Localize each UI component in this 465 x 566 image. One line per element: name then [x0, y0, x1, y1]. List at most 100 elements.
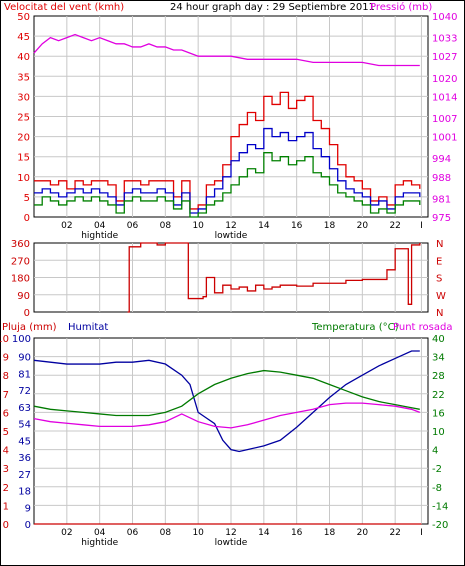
rain-y-tick-label: 5 [3, 427, 9, 438]
rain-y-tick-label: 10 [0, 334, 9, 345]
x-tick-label: I [420, 528, 423, 538]
pressure-series [33, 33, 420, 67]
rain-label: Pluja (mm) [2, 322, 57, 333]
humidity-y-tick-label: 100 [12, 334, 31, 345]
x-tick-label: 02 [61, 221, 72, 231]
wind-direction-panel: 0 N 90 W 180 S 270 E 360 N [11, 239, 446, 319]
x-tick-label: 14 [258, 528, 270, 538]
humidity-y-tick-label: 63 [18, 403, 31, 414]
direction-y-tick-label: 0 [24, 308, 30, 319]
rain-y-tick-label: 2 [3, 483, 9, 494]
x-tick-label: 02 [61, 528, 72, 538]
x-tick-label: 10 [192, 221, 204, 231]
wind-y-tick-label: 45 [17, 32, 30, 43]
wind-avg-series [34, 127, 421, 214]
compass-label: N [436, 308, 443, 319]
temp-y-tick-label: 4 [432, 446, 438, 457]
dewpoint-series [33, 402, 421, 429]
humidity-y-tick-label: 9 [25, 503, 31, 514]
pressure-y-tick-label: 1014 [432, 92, 457, 103]
x-tick-label: 22 [389, 221, 400, 231]
compass-label: S [436, 274, 442, 285]
x-tick-label: 08 [160, 528, 172, 538]
humidity-y-tick-label: 27 [18, 470, 31, 481]
wind-y-tick-label: 15 [17, 153, 30, 164]
humidity-y-tick-label: 81 [18, 369, 31, 380]
pressure-y-tick-label: 994 [432, 154, 451, 165]
x-tick-label: 12 [225, 528, 236, 538]
graph-title: 24 hour graph day : 29 Septiembre 2011 [170, 2, 375, 13]
x-tick-label: 06 [127, 221, 139, 231]
temp-y-tick-label: 34 [432, 353, 445, 364]
temp-y-tick-label: -14 [432, 501, 448, 512]
wind-y-tick-label: 25 [17, 113, 30, 124]
pressure-y-tick-label: 981 [432, 194, 451, 205]
humidity-label: Humitat [68, 322, 108, 333]
wind-y-tick-label: 50 [17, 12, 30, 23]
x-tick-label: 04 [94, 221, 106, 231]
wind-y-tick-label: 40 [17, 52, 30, 63]
rain-y-tick-label: 9 [3, 353, 9, 364]
pressure-y-tick-label: 975 [432, 213, 451, 224]
temp-y-tick-label: -20 [432, 520, 448, 531]
compass-label: N [436, 239, 443, 250]
rain-y-tick-label: 0 [3, 520, 9, 531]
wind-y-tick-label: 0 [24, 213, 30, 224]
x-tick-label: 16 [291, 221, 303, 231]
x-tick-label: 20 [357, 528, 369, 538]
temp-y-tick-label: -8 [432, 483, 442, 494]
wind-y-tick-label: 5 [24, 193, 30, 204]
humidity-series [33, 350, 420, 453]
x-tick-label: 08 [160, 221, 172, 231]
hightide-label: hightide [81, 231, 118, 241]
wind-y-tick-label: 30 [17, 92, 30, 103]
pressure-y-tick-label: 1020 [432, 74, 457, 85]
rain-y-tick-label: 7 [3, 390, 9, 401]
rain-y-tick-label: 4 [3, 446, 9, 457]
wind-y-tick-label: 20 [17, 133, 30, 144]
x-tick-label: 18 [324, 221, 336, 231]
lowtide-label: lowtide [215, 538, 248, 548]
humidity-y-tick-label: 45 [18, 436, 31, 447]
humidity-y-tick-label: 36 [18, 453, 31, 464]
direction-series [127, 242, 421, 313]
humidity-y-tick-label: 18 [18, 487, 31, 498]
humidity-y-tick-label: 72 [18, 386, 31, 397]
pressure-y-tick-label: 1033 [432, 34, 457, 45]
rain-humidity-temp-panel: -20-14-8-2410162228344001234567891009182… [0, 334, 448, 548]
wind-speed-label: Velocitat del vent (kmh) [4, 2, 124, 13]
pressure-y-tick-label: 988 [432, 173, 451, 184]
wind-gust-series [34, 91, 421, 210]
rain-y-tick-label: 3 [3, 464, 9, 475]
pressure-y-tick-label: 1007 [432, 114, 457, 125]
direction-y-tick-label: 360 [11, 239, 30, 250]
direction-y-tick-label: 270 [11, 256, 30, 267]
pressure-y-tick-label: 1040 [432, 12, 457, 23]
compass-label: E [436, 256, 442, 267]
temp-y-tick-label: -2 [432, 464, 442, 475]
humidity-y-tick-label: 54 [18, 420, 31, 431]
direction-y-tick-label: 90 [17, 291, 30, 302]
temp-y-tick-label: 22 [432, 390, 445, 401]
pressure-y-tick-label: 1001 [432, 133, 457, 144]
pressure-y-tick-label: 1027 [432, 52, 457, 63]
temp-y-tick-label: 16 [432, 408, 445, 419]
wind-low-series [34, 152, 421, 218]
wind-pressure-panel: 0 5 10 15 20 25 30 35 40 45 50 975 981 988 994 1001 1007… [17, 12, 457, 241]
temperature-series [33, 369, 420, 417]
lowtide-label: lowtide [215, 231, 248, 241]
humidity-y-tick-label: 0 [25, 520, 31, 531]
x-tick-label: 14 [258, 221, 270, 231]
x-tick-label: 04 [94, 528, 106, 538]
wind-y-tick-label: 10 [17, 173, 30, 184]
rain-y-tick-label: 1 [3, 501, 9, 512]
direction-y-tick-label: 180 [11, 274, 30, 285]
temp-y-tick-label: 10 [432, 427, 445, 438]
temp-y-tick-label: 28 [432, 371, 445, 382]
rain-y-tick-label: 6 [3, 408, 9, 419]
temperature-label: Temperatura (°C) [311, 322, 399, 333]
x-tick-label: I [420, 221, 423, 231]
dewpoint-label: Punt rosada [393, 322, 452, 333]
